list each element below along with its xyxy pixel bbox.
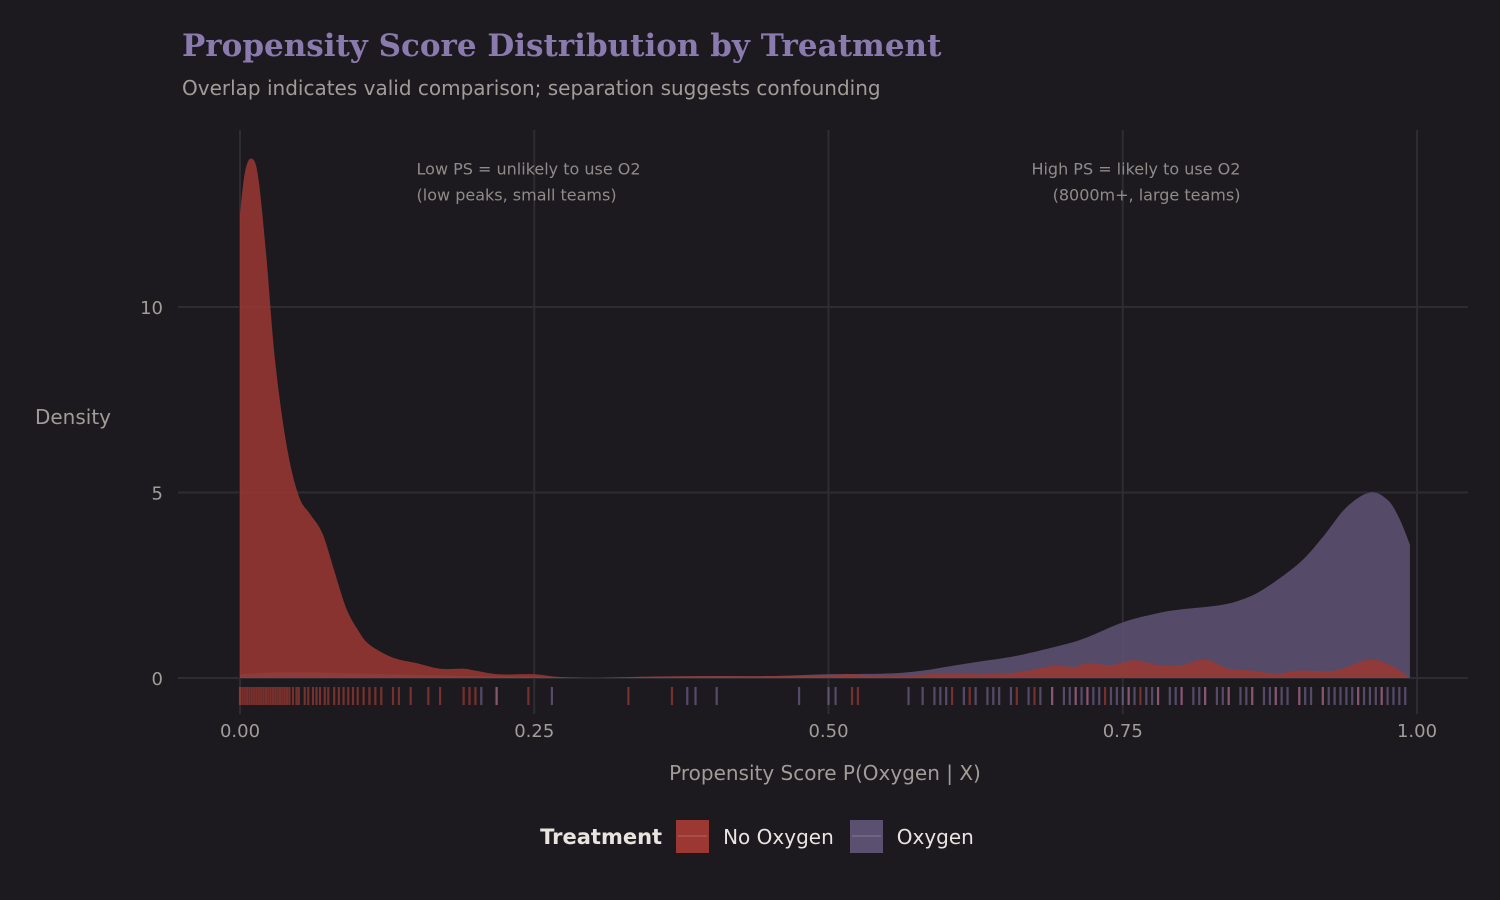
x-tick-label: 1.00 [1397,721,1437,742]
chart-subtitle: Overlap indicates valid comparison; sepa… [182,76,881,100]
x-tick-label: 0.00 [220,721,260,742]
x-axis-label: Propensity Score P(Oxygen | X) [669,761,981,785]
annotation-text: Low PS = unlikely to use O2 [417,160,641,179]
annotation-text: High PS = likely to use O2 [1031,160,1240,179]
legend: Treatment No Oxygen Oxygen [0,820,1500,853]
y-tick-label: 5 [152,484,163,505]
legend-key-no-oxygen [676,820,710,853]
annotation-text: (8000m+, large teams) [1053,186,1241,205]
x-tick-label: 0.50 [808,721,848,742]
x-tick-label: 0.25 [514,721,554,742]
legend-key-oxygen [849,820,883,853]
legend-label-no-oxygen: No Oxygen [723,824,834,849]
x-tick-label: 0.75 [1103,721,1143,742]
legend-label-oxygen: Oxygen [896,824,974,849]
density-area-no-oxygen [240,158,1410,679]
annotation-text: (low peaks, small teams) [417,186,617,205]
chart-title: Propensity Score Distribution by Treatme… [182,28,942,64]
y-tick-label: 10 [140,298,163,319]
y-tick-label: 0 [152,669,163,690]
y-axis-label: Density [35,405,111,429]
density-area-oxygen [240,492,1410,678]
legend-title: Treatment [540,824,663,849]
